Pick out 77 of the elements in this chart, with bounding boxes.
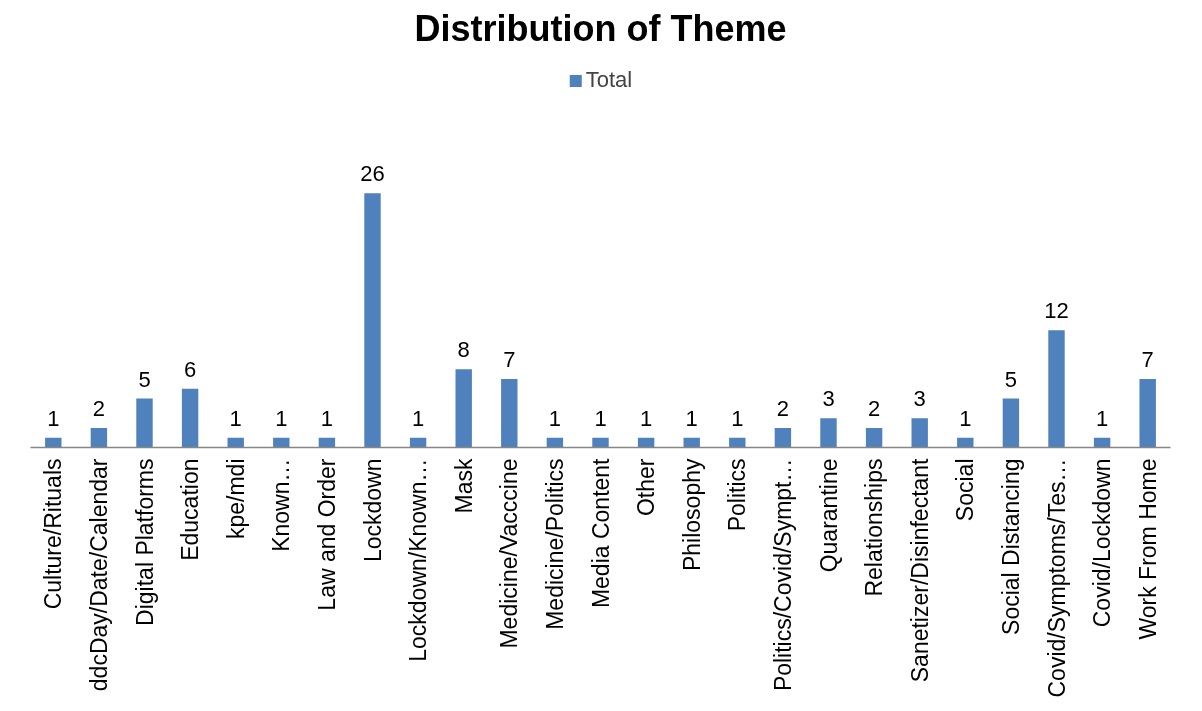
data-label: 1 (959, 405, 972, 431)
bar (1139, 379, 1156, 448)
data-label: 1 (275, 405, 288, 431)
bar (683, 437, 700, 448)
x-tick-label: Sanetizer/Disinfectant (906, 457, 933, 683)
data-label: 3 (913, 386, 926, 412)
data-label: 1 (47, 405, 60, 431)
data-label: 7 (503, 347, 516, 373)
x-tick-label: Lockdown (359, 458, 386, 563)
data-label: 3 (822, 386, 835, 412)
bar (181, 388, 199, 448)
x-tick-label: Philosophy (678, 458, 705, 572)
bar (1002, 398, 1020, 448)
bar (455, 369, 472, 448)
bar (774, 427, 792, 448)
bar (1048, 330, 1065, 448)
data-label: 5 (1004, 366, 1018, 392)
bar (729, 437, 746, 448)
bar (273, 437, 290, 448)
bar (90, 427, 108, 448)
data-label: 1 (731, 405, 744, 431)
x-tick-label: Culture/Rituals (40, 458, 67, 610)
x-tick-label: Medicine/Politics (541, 458, 568, 630)
data-label: 1 (685, 405, 698, 431)
data-label: 1 (548, 405, 562, 431)
x-tick-label: Medicine/Vacccine (496, 458, 523, 649)
data-label: 2 (92, 395, 106, 421)
x-tick-label: Media Content (587, 457, 614, 609)
data-label: 1 (229, 405, 242, 431)
x-tick-label: kpe/mdi (222, 458, 249, 540)
data-label: 1 (639, 405, 653, 431)
bar (501, 379, 518, 448)
data-label: 8 (457, 337, 470, 363)
x-tick-label: Education (177, 458, 204, 561)
data-label: 5 (138, 366, 151, 392)
x-tick-label: Known… (268, 458, 295, 552)
x-tick-label: Relationships (861, 458, 888, 597)
data-label: 2 (776, 395, 790, 421)
bar (136, 398, 153, 448)
x-tick-label: Social (952, 458, 979, 522)
x-tick-label: Social Distancing (997, 458, 1024, 635)
chart-title: Distribution of Theme (414, 7, 787, 49)
data-label: 6 (183, 356, 197, 382)
data-label: 2 (867, 395, 881, 421)
x-tick-label: Law and Order (313, 458, 340, 611)
data-label: 1 (320, 405, 334, 431)
x-tick-label: Politics/Covid/Sympt… (769, 458, 796, 692)
x-tick-label: Digital Platforms (131, 458, 158, 626)
bar (409, 437, 427, 448)
x-tick-label: Mask (450, 458, 477, 514)
data-label: 1 (1095, 405, 1109, 431)
data-label: 7 (1141, 347, 1154, 373)
bar (957, 437, 974, 448)
data-label: 1 (411, 405, 425, 431)
bar (364, 193, 381, 448)
bar (820, 418, 837, 448)
data-label: 26 (360, 161, 385, 187)
data-label: 12 (1044, 298, 1069, 324)
bar (1093, 437, 1111, 448)
bar (318, 437, 336, 448)
bar (546, 437, 564, 448)
bar (865, 427, 883, 448)
bar (227, 437, 244, 448)
x-tick-label: Covid/Lockdown (1089, 458, 1116, 628)
x-tick-label: Quarantine (815, 458, 842, 573)
x-tick-label: Politics (724, 458, 751, 532)
bar (45, 437, 62, 448)
bar (592, 437, 609, 448)
data-label: 1 (594, 405, 607, 431)
legend-label: Total (585, 67, 633, 93)
bar (637, 437, 655, 448)
x-tick-label: Work From Home (1134, 458, 1161, 640)
bar (911, 418, 928, 448)
x-tick-label: Lockdown/Known… (405, 458, 432, 662)
x-tick-label: Other (633, 458, 660, 517)
x-tick-label: Covid/Symptoms/Tes… (1043, 458, 1070, 698)
x-tick-label: ddcDay/Date/Calendar (85, 458, 112, 692)
